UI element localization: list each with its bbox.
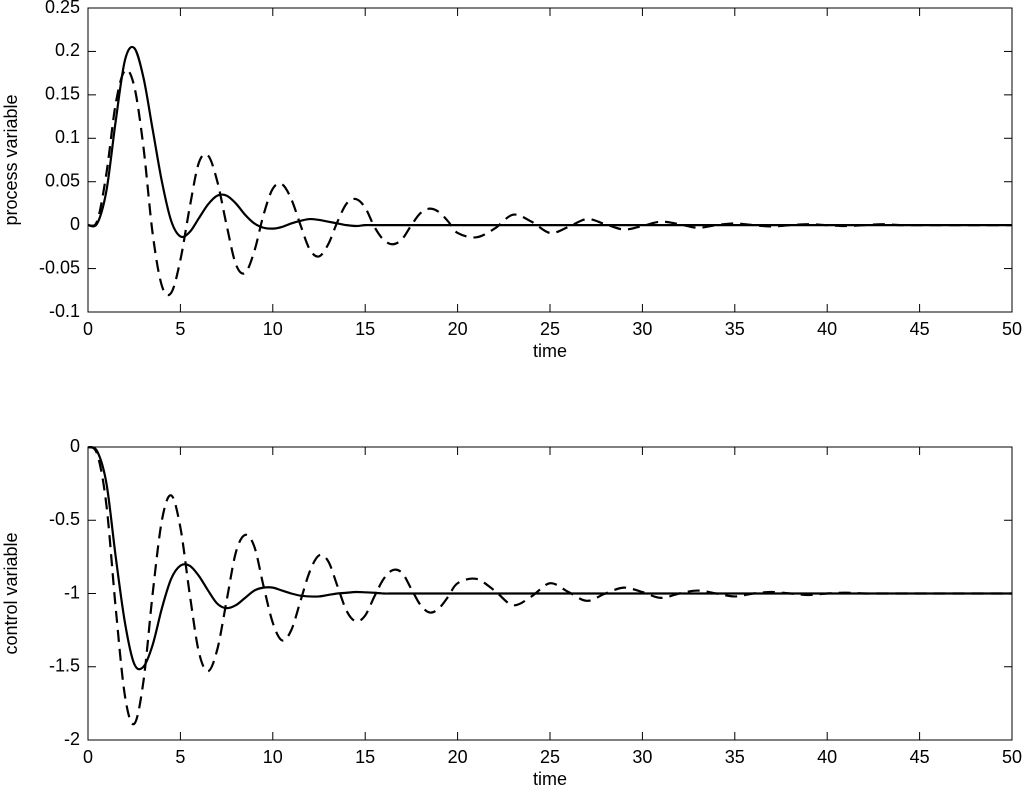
x-tick-label: 50 <box>1002 319 1022 339</box>
x-tick-label: 5 <box>175 747 185 767</box>
x-tick-label: 35 <box>725 747 745 767</box>
y-tick-label: 0.25 <box>45 0 80 17</box>
y-tick-label: -0.1 <box>49 301 80 321</box>
x-tick-label: 10 <box>263 319 283 339</box>
y-tick-label: 0 <box>70 436 80 456</box>
x-tick-label: 50 <box>1002 747 1022 767</box>
x-tick-label: 30 <box>632 319 652 339</box>
x-tick-label: 15 <box>355 319 375 339</box>
y-axis-label: control variable <box>1 532 21 654</box>
y-tick-label: -1 <box>64 582 80 602</box>
y-tick-label: -1.5 <box>49 656 80 676</box>
x-axis-label: time <box>533 769 567 787</box>
y-tick-label: 0.1 <box>55 127 80 147</box>
x-tick-label: 25 <box>540 319 560 339</box>
x-tick-label: 0 <box>83 319 93 339</box>
x-axis-label: time <box>533 341 567 361</box>
data-line <box>87 68 1012 297</box>
x-tick-label: 45 <box>910 319 930 339</box>
y-tick-label: -0.05 <box>39 257 80 277</box>
x-tick-label: 35 <box>725 319 745 339</box>
x-tick-label: 30 <box>632 747 652 767</box>
y-tick-label: 0 <box>70 214 80 234</box>
data-line <box>87 445 1012 726</box>
data-line <box>87 445 1012 671</box>
x-tick-label: 5 <box>175 319 185 339</box>
y-tick-label: -2 <box>64 729 80 749</box>
x-tick-label: 10 <box>263 747 283 767</box>
x-tick-label: 40 <box>817 747 837 767</box>
x-tick-label: 45 <box>910 747 930 767</box>
y-tick-label: 0.05 <box>45 170 80 190</box>
y-tick-label: 0.2 <box>55 40 80 60</box>
y-axis-label: process variable <box>1 94 21 225</box>
data-line <box>87 45 1012 239</box>
x-tick-label: 20 <box>448 319 468 339</box>
x-tick-label: 0 <box>83 747 93 767</box>
plot-frame <box>87 7 1013 313</box>
x-tick-label: 25 <box>540 747 560 767</box>
x-tick-label: 15 <box>355 747 375 767</box>
y-tick-label: -0.5 <box>49 509 80 529</box>
x-tick-label: 40 <box>817 319 837 339</box>
y-tick-label: 0.15 <box>45 84 80 104</box>
x-tick-label: 20 <box>448 747 468 767</box>
